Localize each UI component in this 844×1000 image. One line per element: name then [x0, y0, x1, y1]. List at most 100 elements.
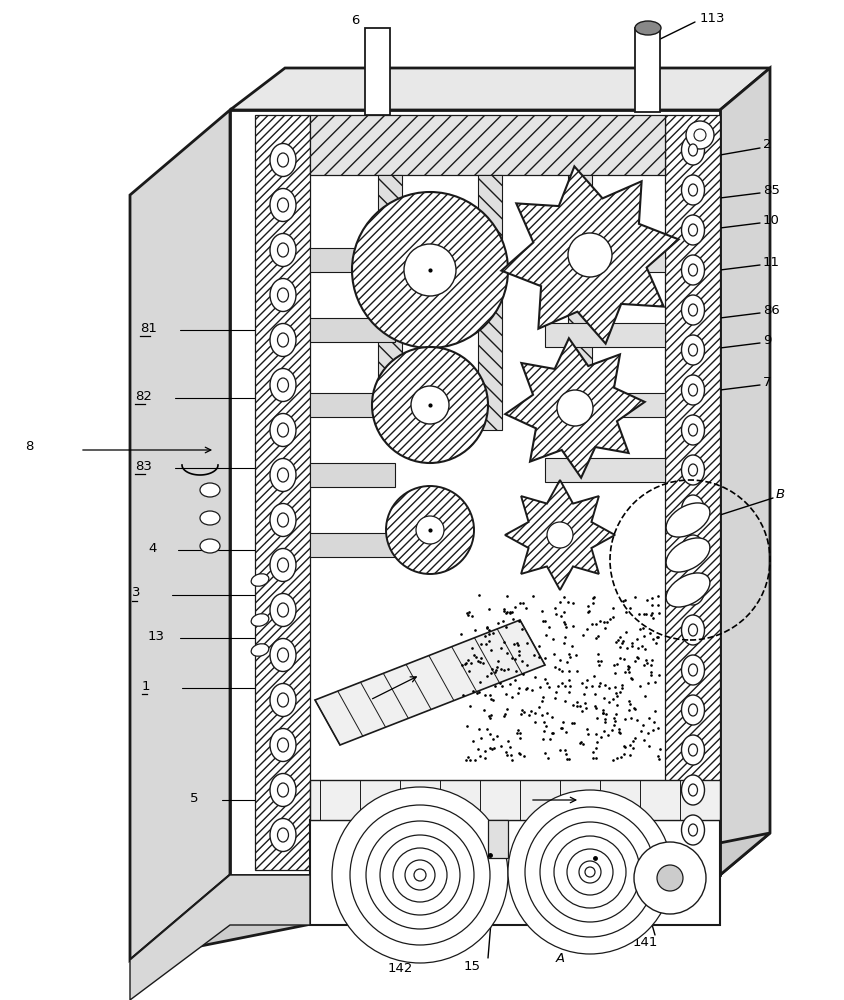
Ellipse shape: [270, 368, 296, 401]
Circle shape: [414, 869, 426, 881]
Polygon shape: [315, 620, 545, 745]
Ellipse shape: [252, 614, 269, 626]
Ellipse shape: [689, 544, 697, 556]
Ellipse shape: [681, 335, 705, 365]
Circle shape: [366, 821, 474, 929]
Circle shape: [405, 860, 435, 890]
Ellipse shape: [689, 704, 697, 716]
Ellipse shape: [681, 495, 705, 525]
Ellipse shape: [681, 255, 705, 285]
Circle shape: [540, 822, 640, 922]
Ellipse shape: [270, 233, 296, 266]
Text: 81: 81: [140, 322, 157, 334]
Circle shape: [393, 848, 447, 902]
Text: 8: 8: [25, 440, 34, 454]
Polygon shape: [130, 875, 310, 1000]
Ellipse shape: [200, 539, 220, 553]
Polygon shape: [230, 110, 720, 875]
Ellipse shape: [270, 278, 296, 312]
Ellipse shape: [689, 504, 697, 516]
Polygon shape: [545, 393, 665, 417]
Polygon shape: [130, 110, 230, 960]
Ellipse shape: [278, 693, 289, 707]
Ellipse shape: [252, 644, 269, 656]
Polygon shape: [665, 115, 720, 870]
Ellipse shape: [270, 774, 296, 806]
Text: 5: 5: [190, 792, 198, 804]
Polygon shape: [230, 68, 770, 110]
Ellipse shape: [689, 744, 697, 756]
Circle shape: [352, 192, 508, 348]
Polygon shape: [635, 28, 660, 112]
Ellipse shape: [689, 424, 697, 436]
Ellipse shape: [278, 738, 289, 752]
Ellipse shape: [278, 603, 289, 617]
Ellipse shape: [681, 655, 705, 685]
Text: A: A: [555, 952, 565, 964]
Polygon shape: [505, 480, 615, 590]
Polygon shape: [478, 175, 502, 430]
Ellipse shape: [252, 574, 269, 586]
Circle shape: [372, 347, 488, 463]
Ellipse shape: [270, 548, 296, 582]
Ellipse shape: [278, 648, 289, 662]
Ellipse shape: [681, 535, 705, 565]
Text: 82: 82: [135, 389, 152, 402]
Ellipse shape: [689, 264, 697, 276]
Ellipse shape: [689, 224, 697, 236]
Ellipse shape: [689, 344, 697, 356]
Ellipse shape: [278, 198, 289, 212]
Ellipse shape: [278, 288, 289, 302]
Circle shape: [579, 861, 601, 883]
Polygon shape: [378, 175, 402, 430]
Circle shape: [508, 790, 672, 954]
Circle shape: [554, 836, 626, 908]
Ellipse shape: [666, 538, 710, 572]
Ellipse shape: [270, 414, 296, 446]
Circle shape: [380, 835, 460, 915]
Circle shape: [557, 390, 593, 426]
Ellipse shape: [270, 593, 296, 626]
Ellipse shape: [270, 188, 296, 222]
Text: 4: 4: [148, 542, 156, 554]
Text: B: B: [776, 488, 785, 502]
Text: 15: 15: [463, 960, 480, 972]
Circle shape: [686, 121, 714, 149]
Text: 85: 85: [763, 184, 780, 196]
Text: 2: 2: [763, 138, 771, 151]
Circle shape: [568, 233, 612, 277]
Ellipse shape: [270, 458, 296, 491]
Circle shape: [416, 516, 444, 544]
Ellipse shape: [689, 464, 697, 476]
Text: 9: 9: [763, 334, 771, 347]
Text: 86: 86: [763, 304, 780, 316]
Polygon shape: [488, 820, 508, 858]
Ellipse shape: [278, 243, 289, 257]
Polygon shape: [310, 463, 395, 487]
Circle shape: [386, 486, 474, 574]
Polygon shape: [568, 175, 592, 430]
Ellipse shape: [270, 143, 296, 176]
Ellipse shape: [278, 468, 289, 482]
Ellipse shape: [681, 735, 705, 765]
Text: 3: 3: [132, 586, 140, 599]
Text: 142: 142: [387, 962, 413, 974]
Ellipse shape: [681, 775, 705, 805]
Text: 7: 7: [763, 375, 771, 388]
Polygon shape: [501, 166, 679, 344]
Polygon shape: [310, 318, 395, 342]
Polygon shape: [545, 323, 665, 347]
Polygon shape: [310, 393, 395, 417]
Circle shape: [525, 807, 655, 937]
Ellipse shape: [278, 423, 289, 437]
Ellipse shape: [270, 728, 296, 762]
Text: 83: 83: [135, 460, 152, 473]
Ellipse shape: [270, 324, 296, 357]
Polygon shape: [545, 458, 665, 482]
Polygon shape: [506, 338, 645, 478]
Text: 1: 1: [142, 680, 150, 692]
Circle shape: [694, 129, 706, 141]
Ellipse shape: [689, 304, 697, 316]
Ellipse shape: [681, 415, 705, 445]
Circle shape: [634, 842, 706, 914]
